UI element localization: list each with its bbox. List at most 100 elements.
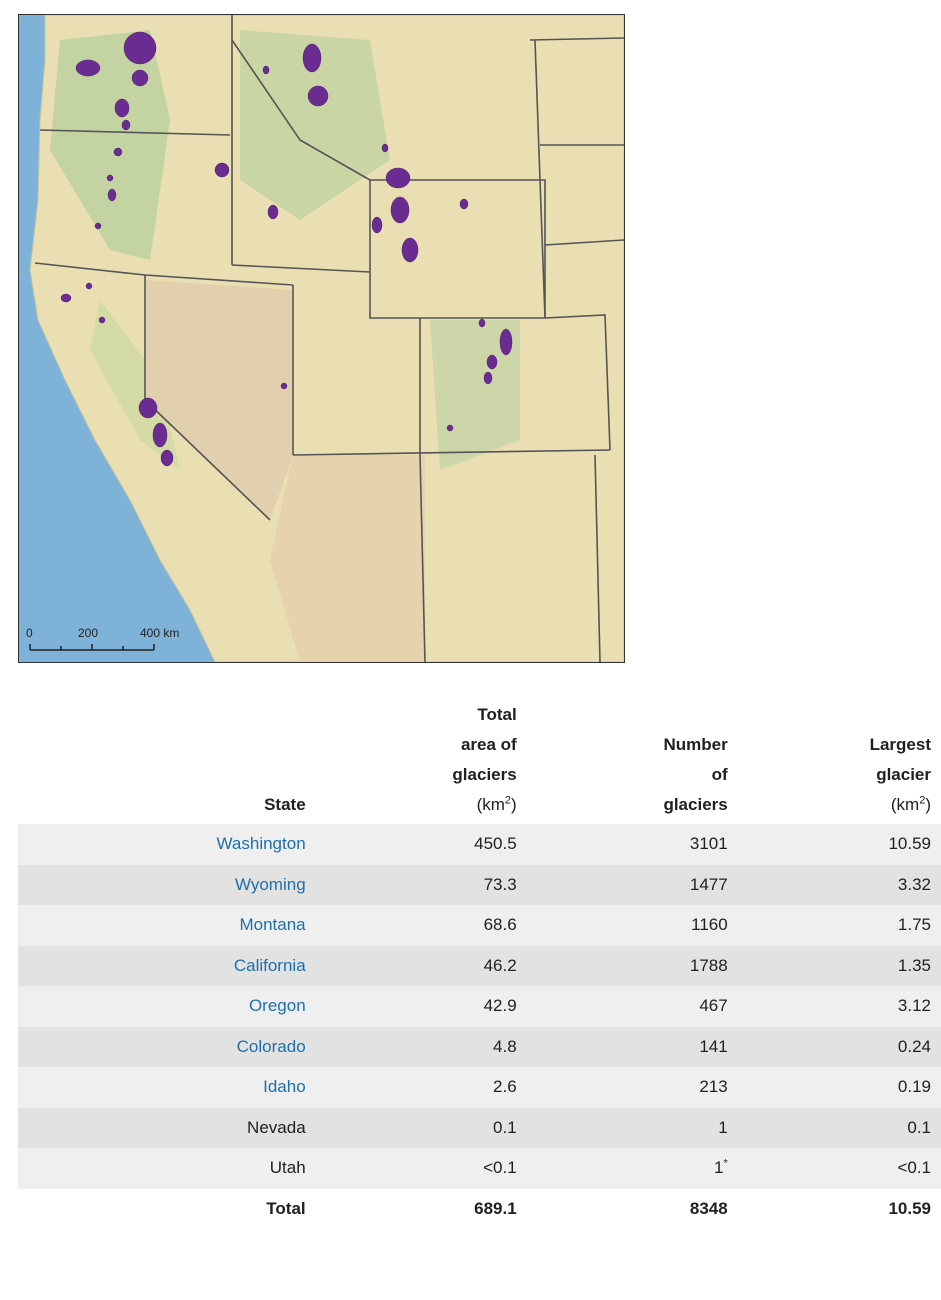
table-cell: 4.8	[316, 1027, 527, 1068]
glacier-table: State Total area of glaciers (km2) Number o…	[18, 700, 941, 1229]
table-cell: 467	[527, 986, 738, 1027]
cell-text: 0.1	[493, 1117, 517, 1137]
cell-text: Nevada	[247, 1117, 306, 1137]
table-row: Colorado 4.8 141 0.24	[18, 1026, 941, 1068]
cell-text: 10.59	[888, 834, 931, 854]
table-cell: 3.12	[738, 986, 941, 1027]
cell-text: 213	[699, 1077, 728, 1097]
column-header: Number of glaciers	[527, 700, 738, 824]
column-header: Largest glacier (km2)	[738, 700, 941, 824]
table-cell: 1788	[527, 946, 738, 987]
cell-text: 3.32	[897, 874, 931, 894]
scale-bar: 0 200 400 km	[26, 626, 179, 651]
table-cell: Washington	[18, 824, 316, 865]
total-cell: 8348	[526, 1188, 738, 1229]
footnote-mark: *	[723, 1157, 728, 1170]
state-link[interactable]: Wyoming	[234, 874, 306, 894]
table-row: Utah <0.1 1* <0.1	[18, 1148, 941, 1189]
table-cell: 1.75	[738, 905, 941, 946]
header-unit: (km2)	[891, 795, 931, 814]
header-text: Total area of glaciers	[452, 705, 517, 784]
total-cell: 689.1	[315, 1188, 527, 1229]
unit-exponent: 2	[919, 794, 926, 807]
unit-exponent: 2	[504, 794, 512, 807]
unit-text: (km	[890, 795, 920, 814]
table-cell: 213	[527, 1067, 738, 1108]
unit-text: )	[511, 795, 517, 814]
table-cell: California	[18, 946, 316, 987]
table-row: Washington 450.5 3101 10.59	[18, 824, 941, 865]
table-cell: 2.6	[316, 1067, 527, 1108]
cell-text: 2.6	[493, 1077, 517, 1097]
table-cell: 68.6	[316, 905, 527, 946]
table-row: California 46.2 1788 1.35	[18, 945, 941, 987]
header-text: Number of glaciers	[663, 735, 728, 814]
table-cell: 73.3	[316, 865, 527, 906]
header-text: Largest glacier	[869, 735, 931, 784]
table-cell: Colorado	[18, 1027, 316, 1068]
table-cell: 10.59	[738, 824, 941, 865]
state-link[interactable]: Colorado	[236, 1036, 306, 1056]
cell-text: 1788	[689, 955, 728, 975]
header-text: State	[264, 795, 306, 814]
table-cell: 3101	[527, 824, 738, 865]
table-cell: Montana	[18, 905, 316, 946]
cell-text: 1.35	[897, 955, 931, 975]
table-cell: 450.5	[316, 824, 527, 865]
table-cell: 1477	[527, 865, 738, 906]
table-cell: 0.1	[738, 1108, 941, 1149]
cell-text: 0.19	[897, 1077, 931, 1097]
cell-text: 42.9	[483, 996, 517, 1016]
state-link[interactable]: Oregon	[248, 996, 306, 1016]
scale-label: 200	[78, 626, 98, 640]
table-row: Wyoming 73.3 1477 3.32	[18, 864, 941, 906]
cell-text: 3.12	[897, 996, 931, 1016]
table-cell: <0.1	[316, 1148, 527, 1189]
table-cell: Nevada	[18, 1108, 316, 1149]
unit-text: (km	[476, 795, 505, 814]
table-cell: Utah	[18, 1148, 316, 1189]
state-link[interactable]: California	[233, 955, 306, 975]
cell-text: 467	[699, 996, 728, 1016]
cell-text: 141	[699, 1036, 728, 1056]
table-cell: 1	[527, 1108, 738, 1149]
table-row: Montana 68.6 1160 1.75	[18, 905, 941, 946]
cell-text: <0.1	[483, 1158, 517, 1178]
state-link[interactable]: Montana	[239, 915, 306, 935]
state-link[interactable]: Washington	[216, 834, 306, 854]
table-row: Oregon 42.9 467 3.12	[18, 986, 941, 1027]
table-row: Idaho 2.6 213 0.19	[18, 1067, 941, 1108]
table-cell: 42.9	[316, 986, 527, 1027]
cell-text: 0.24	[897, 1036, 931, 1056]
table-cell: 0.19	[738, 1067, 941, 1108]
glacier-map: 0 200 400 km	[18, 14, 625, 663]
cell-text: 3101	[689, 834, 728, 854]
column-header: Total area of glaciers (km2)	[316, 700, 527, 824]
table-row: Nevada 0.1 1 0.1	[18, 1107, 941, 1149]
table-cell: Wyoming	[18, 865, 316, 906]
table-cell: 0.24	[738, 1027, 941, 1068]
state-link[interactable]: Idaho	[263, 1077, 306, 1097]
cell-text: 68.6	[483, 915, 517, 935]
cell-text: 46.2	[483, 955, 517, 975]
cell-text: 4.8	[493, 1036, 517, 1056]
cell-text: <0.1	[897, 1158, 931, 1178]
cell-text: 1477	[689, 874, 728, 894]
total-cell: Total	[18, 1188, 316, 1229]
table-cell: 141	[527, 1027, 738, 1068]
header-unit: (km2)	[477, 795, 517, 814]
cell-text: 450.5	[474, 834, 517, 854]
table-cell: Oregon	[18, 986, 316, 1027]
cell-text: 0.1	[907, 1117, 931, 1137]
scale-label: 400 km	[140, 626, 179, 640]
cell-text: 1160	[691, 915, 728, 935]
column-header: State	[18, 700, 316, 824]
cell-text: Utah	[269, 1158, 306, 1178]
table-cell: <0.1	[738, 1148, 941, 1189]
cell-text: 1	[713, 1158, 724, 1178]
table-cell: 1.35	[738, 946, 941, 987]
total-cell: 10.59	[737, 1188, 941, 1229]
cell-text: 1	[718, 1117, 728, 1137]
table-cell: 0.1	[316, 1108, 527, 1149]
